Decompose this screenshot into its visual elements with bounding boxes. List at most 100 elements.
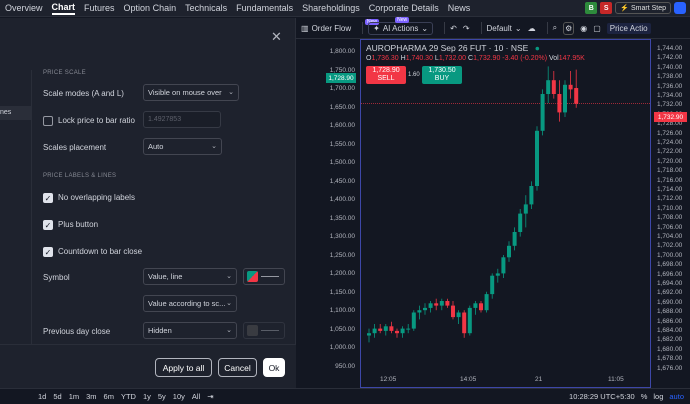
range-1y[interactable]: 1y [142, 392, 151, 401]
right-axis-tick: 1,714.00 [657, 186, 683, 193]
tab-shareholdings[interactable]: Shareholdings [302, 3, 360, 13]
right-price-scale[interactable]: 1,744.00 1,742.00 1,740.00 1,738.00 1,736.00… [651, 39, 690, 388]
layout-dropdown[interactable]: Default ⌄ [487, 24, 522, 33]
high-value: 1,740.30 [405, 55, 433, 62]
clock-time[interactable]: 10:28:29 UTC+5:30 [569, 392, 635, 401]
undo-icon[interactable]: ↶ [450, 23, 457, 33]
sidebar-item-scales-and-lines[interactable]: nes [0, 106, 32, 120]
settings-gear-icon[interactable]: ⚙ [563, 21, 575, 35]
range-5y[interactable]: 5y [157, 392, 166, 401]
symbol-label: Symbol [43, 273, 70, 282]
candle [378, 324, 383, 334]
log-toggle[interactable]: log [653, 392, 664, 401]
close-icon[interactable]: ✕ [271, 29, 282, 44]
symbol-select[interactable]: Value, line ⌄ [143, 268, 237, 285]
plot-area[interactable] [360, 39, 651, 388]
buy-button[interactable]: B [585, 2, 598, 14]
alert-icon[interactable]: ⌕ [552, 23, 558, 32]
right-axis-tick: 1,712.00 [657, 195, 683, 203]
candle-body [389, 326, 394, 331]
prev-close-select[interactable]: Hidden ⌄ [143, 322, 237, 339]
candle [484, 291, 489, 313]
candle-body [507, 245, 511, 258]
cloud-icon[interactable]: ☁ [527, 23, 536, 33]
high-label: H [400, 55, 406, 62]
countdown-checkbox[interactable]: ✓ [43, 247, 53, 257]
candle-body [439, 301, 444, 306]
account-icon[interactable] [674, 2, 686, 14]
tab-overview[interactable]: Overview [5, 3, 43, 13]
ok-button[interactable]: Ok [263, 358, 285, 377]
range-1m[interactable]: 1m [68, 392, 80, 401]
lock-ratio-input[interactable]: 1.4927853 [143, 111, 221, 128]
range-6m[interactable]: 6m [103, 392, 114, 401]
range-ytd[interactable]: YTD [120, 392, 136, 401]
buy-quote-button[interactable]: 1,730.50 BUY [422, 66, 462, 84]
prev-close-color-swatch[interactable] [243, 322, 285, 339]
apply-to-all-button[interactable]: Apply to all [155, 358, 212, 377]
percent-toggle[interactable]: % [640, 392, 648, 401]
sell-button[interactable]: S [600, 2, 613, 14]
candle [568, 71, 573, 99]
redo-icon[interactable]: ↷ [462, 23, 470, 33]
sparkle-icon: ✦ [373, 23, 380, 33]
candle-body [383, 326, 388, 331]
cancel-button[interactable]: Cancel [218, 358, 257, 377]
range-10y[interactable]: 10y [172, 392, 185, 401]
tab-corporate-details[interactable]: Corporate Details [368, 3, 439, 13]
range-all[interactable]: All [191, 392, 201, 401]
scale-modes-select[interactable]: Visible on mouse over ⌄ [143, 84, 239, 101]
price-action-button[interactable]: Price Actio [606, 22, 651, 34]
time-axis-tick: 21 [535, 376, 543, 383]
chevron-down-icon: ⌄ [514, 23, 522, 33]
candle-body [568, 84, 573, 90]
camera-icon[interactable]: ◉ [580, 23, 588, 33]
plus-button-checkbox[interactable]: ✓ [43, 220, 53, 230]
tab-technicals[interactable]: Technicals [185, 3, 228, 13]
chevron-down-icon: ⌄ [421, 23, 429, 33]
candle [574, 69, 579, 108]
symbol-value-mode-select[interactable]: Value according to sc... ⌄ [143, 295, 237, 312]
order-flow-button[interactable]: ▥ Order Flow New [301, 19, 380, 33]
candle-body [529, 186, 534, 205]
chart-pane[interactable]: 1,800.00 1,750.00 1,700.00 1,650.00 1,600.00… [296, 39, 690, 388]
left-price-scale[interactable]: 1,800.00 1,750.00 1,700.00 1,650.00 1,600.00… [296, 39, 359, 388]
candle [551, 71, 556, 99]
time-axis[interactable]: 12:05 14:05 21 11:05 [360, 374, 651, 388]
scale-modes-value: Visible on mouse over [148, 88, 222, 97]
symbol-color-swatch[interactable] [243, 268, 285, 285]
lock-ratio-checkbox[interactable] [43, 116, 53, 126]
line-style-icon [261, 330, 279, 331]
candle [557, 80, 562, 122]
left-axis-tick: 1,200.00 [329, 270, 355, 277]
auto-toggle[interactable]: auto [669, 392, 684, 401]
smart-step-button[interactable]: ⚡ Smart Step [615, 2, 671, 14]
tab-futures[interactable]: Futures [84, 3, 115, 13]
sell-quote-button[interactable]: 1,728.90 SELL [366, 66, 406, 84]
go-to-date-icon[interactable]: ⇥ [207, 392, 214, 401]
range-1d[interactable]: 1d [38, 392, 47, 401]
candle [563, 80, 567, 117]
tab-chart[interactable]: Chart [51, 2, 76, 15]
scales-placement-select[interactable]: Auto ⌄ [143, 138, 222, 155]
range-5d[interactable]: 5d [53, 392, 62, 401]
left-axis-tick: 1,600.00 [329, 122, 355, 129]
tab-option-chain[interactable]: Option Chain [123, 3, 177, 13]
tab-news[interactable]: News [447, 3, 471, 13]
candle [451, 301, 455, 320]
left-axis-tick: 1,650.00 [329, 103, 355, 111]
volume-value: 147.95K [558, 55, 585, 62]
no-overlap-checkbox[interactable]: ✓ [43, 193, 53, 203]
range-3m[interactable]: 3m [86, 392, 97, 401]
buy-label: BUY [434, 75, 450, 82]
close-value: 1,732.90 [473, 55, 501, 62]
fullscreen-icon[interactable]: ▢ [593, 23, 601, 33]
candle-body [372, 328, 377, 334]
divider [546, 22, 548, 34]
tab-fundamentals[interactable]: Fundamentals [236, 3, 294, 13]
right-axis-tick: 1,696.00 [657, 270, 683, 278]
candle-body [423, 307, 427, 311]
candle-body [434, 303, 439, 306]
candle-body [574, 88, 579, 104]
ai-actions-button[interactable]: ✦ AI Actions ⌄ New [368, 16, 434, 35]
